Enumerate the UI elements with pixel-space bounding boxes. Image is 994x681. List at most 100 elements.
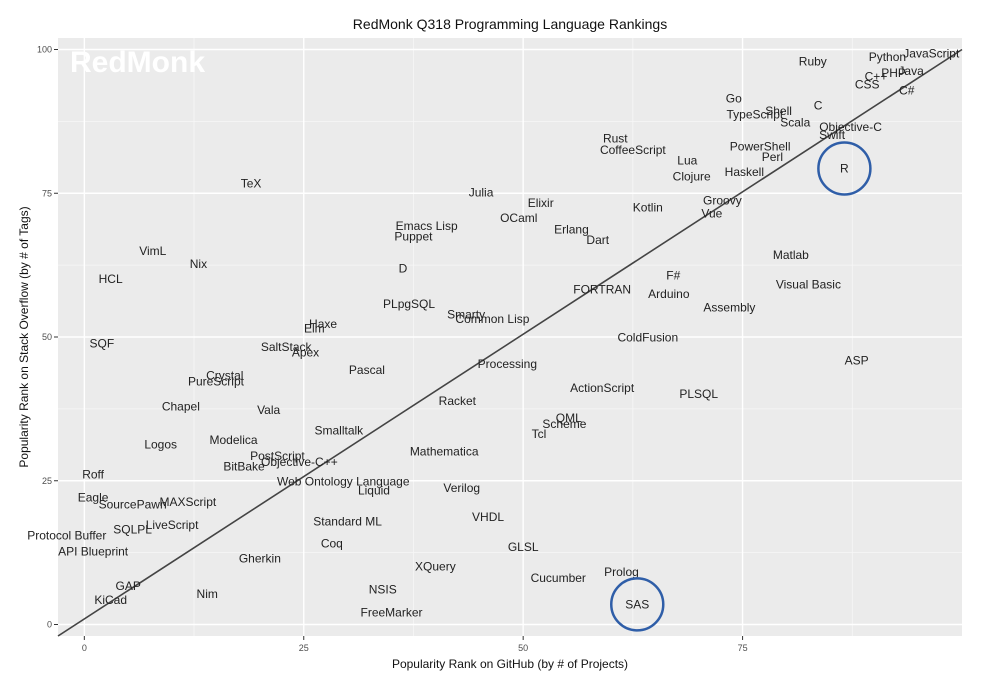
point-label: Prolog [604, 565, 639, 579]
point-label: LiveScript [146, 518, 199, 532]
point-label: Pascal [349, 363, 385, 377]
x-tick-label: 50 [518, 643, 528, 653]
point-label: Tcl [532, 427, 547, 441]
point-label: XQuery [415, 559, 456, 573]
point-label: PureScript [188, 374, 245, 388]
highlight-circle [610, 577, 665, 632]
point-label: Nix [190, 257, 207, 271]
point-label: Liquid [358, 484, 390, 498]
point-label: Arduino [648, 287, 690, 301]
axis-ticks: 0 25 50 75 0 25 50 75 100 [37, 45, 748, 654]
point-label: Elm [304, 321, 325, 335]
point-label: SaltStack [261, 340, 313, 354]
point-label: Vala [257, 403, 280, 417]
point-label: BitBake [223, 459, 265, 473]
point-label: VimL [139, 244, 166, 258]
point-label: KiCad [94, 593, 127, 607]
point-label: Perl [762, 150, 783, 164]
redmonk-watermark: RedMonk [70, 46, 205, 79]
point-label: Smarty [447, 308, 485, 322]
point-label: Elixir [528, 196, 554, 210]
point-label: Gherkin [239, 551, 281, 565]
point-label: Scala [780, 116, 810, 130]
point-label: JavaScript [903, 47, 960, 61]
point-label: Verilog [443, 481, 480, 495]
point-label: Cucumber [531, 571, 586, 585]
point-label: SourcePawn [99, 497, 167, 511]
point-label: Lua [677, 153, 697, 167]
x-tick-label: 25 [299, 643, 309, 653]
point-label: CSS [855, 78, 880, 92]
point-label: Kotlin [633, 201, 663, 215]
point-label: F# [666, 268, 680, 282]
y-tick-label: 0 [47, 620, 52, 630]
point-label: API Blueprint [58, 544, 129, 558]
point-label: Objective-C++ [261, 455, 338, 469]
point-label: Logos [144, 438, 177, 452]
point-label: Shell [765, 104, 792, 118]
grid-lines [58, 38, 962, 636]
point-label: Julia [469, 186, 494, 200]
point-label: Standard ML [313, 515, 382, 529]
point-label: VHDL [472, 510, 504, 524]
trend-line [57, 48, 963, 637]
point-label: Visual Basic [776, 278, 841, 292]
point-label: Nim [197, 587, 218, 601]
point-label: Coq [321, 536, 343, 550]
point-label: Racket [439, 394, 477, 408]
point-label: Common Lisp [455, 312, 529, 326]
point-label: Haxe [309, 317, 337, 331]
point-label: NSIS [369, 582, 397, 596]
point-label: Assembly [703, 301, 755, 315]
point-label: ColdFusion [617, 331, 678, 345]
point-label: SAS [625, 597, 649, 611]
point-label: Web Ontology Language [277, 474, 410, 488]
x-tick-label: 75 [738, 643, 748, 653]
point-label: C# [899, 83, 915, 97]
point-label: Crystal [206, 369, 243, 383]
point-label: Protocol Buffer [27, 528, 106, 542]
point-label: Puppet [394, 229, 433, 243]
point-label: FreeMarker [361, 605, 423, 619]
point-label: GLSL [508, 540, 539, 554]
point-label: GAP [116, 579, 141, 593]
point-label: TypeScript [727, 107, 784, 121]
point-label: Python [869, 50, 906, 64]
point-label: PostScript [250, 449, 305, 463]
point-label: TeX [241, 176, 262, 190]
point-label: Ruby [799, 55, 827, 69]
point-label: C++ [865, 70, 888, 84]
y-tick-label: 75 [42, 188, 52, 198]
y-tick-label: 25 [42, 476, 52, 486]
point-label: PowerShell [730, 140, 791, 154]
point-label: Swift [819, 128, 846, 142]
point-label: Mathematica [410, 444, 479, 458]
point-label: Go [726, 91, 742, 105]
point-label: SQLPL [113, 523, 152, 537]
x-tick-label: 0 [82, 643, 87, 653]
point-label: Roff [82, 467, 104, 481]
highlight-circles [610, 141, 872, 632]
point-label: Matlab [773, 248, 809, 262]
point-label: Eagle [78, 490, 109, 504]
point-label: CoffeeScript [600, 143, 666, 157]
point-label: SQF [90, 336, 115, 350]
point-label: R [840, 162, 849, 176]
point-label: MAXScript [160, 495, 217, 509]
point-label: C [814, 98, 823, 112]
point-label: Java [898, 64, 924, 78]
point-label: FORTRAN [573, 282, 631, 296]
point-label: Emacs Lisp [396, 219, 458, 233]
point-label: PLSQL [679, 387, 718, 401]
point-label: ASP [845, 354, 869, 368]
y-tick-label: 50 [42, 332, 52, 342]
point-label: Rust [603, 132, 628, 146]
y-axis-title: Popularity Rank on Stack Overflow (by # … [17, 206, 31, 467]
y-tick-label: 100 [37, 45, 52, 55]
point-label: QML [556, 411, 582, 425]
highlight-circle [817, 141, 872, 196]
point-label: PHP [881, 66, 906, 80]
point-label: D [399, 262, 408, 276]
point-label: Objective-C [819, 120, 882, 134]
